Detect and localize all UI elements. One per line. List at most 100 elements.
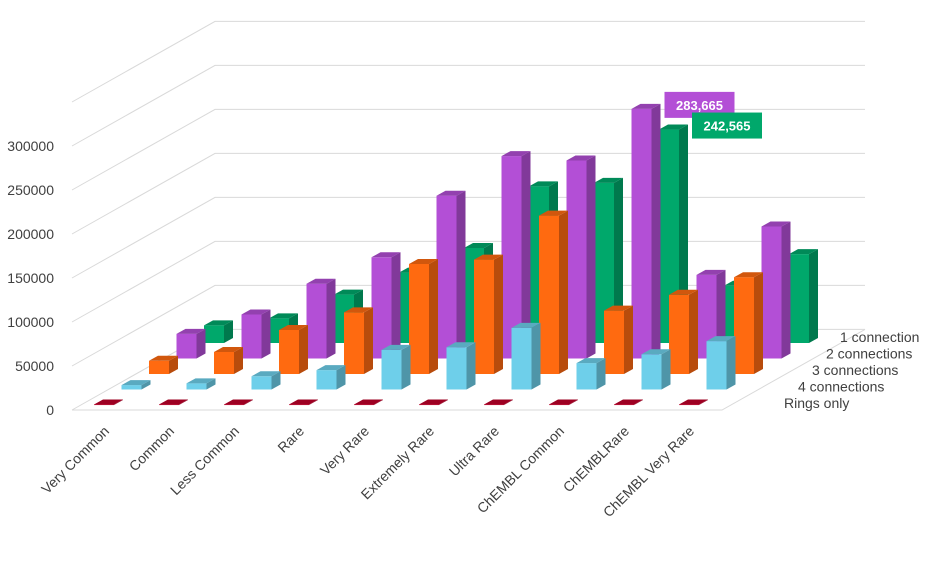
bar-top [334, 289, 363, 295]
bar-side [504, 399, 513, 405]
callout-label: 283,665 [676, 98, 723, 113]
bar-top [279, 325, 308, 330]
bar-side [169, 355, 178, 374]
bar-side [401, 344, 411, 390]
bar-4-connections-very-rare [381, 344, 411, 390]
bar-top [436, 190, 466, 196]
bar-side [754, 272, 763, 374]
gridline [71, 152, 865, 235]
bar-top [641, 349, 671, 355]
x-category-label: Less Common [167, 423, 242, 498]
bar-1-connection-very-common [204, 320, 233, 343]
bar-3-connections-chemblrare [669, 289, 698, 374]
bar-3-connections-chembl-common [604, 305, 633, 374]
bar-side [391, 252, 401, 359]
bar-top [289, 399, 318, 405]
bar-front [354, 404, 374, 406]
bar-side [326, 278, 336, 359]
bar-4-connections-common [186, 378, 216, 390]
bar-side [586, 155, 596, 359]
bar-top [659, 124, 688, 130]
bar-front [594, 182, 614, 343]
bar-side [456, 190, 466, 359]
bar-1-connection-chembl-very-rare [789, 249, 818, 343]
bar-rings-only-very-common [94, 399, 123, 406]
bar-4-connections-chembl-very-rare [706, 336, 736, 390]
bar-2-connections-ultra-rare [566, 155, 596, 359]
bar-top [679, 399, 708, 405]
bar-front [501, 156, 522, 359]
bar-top [511, 322, 541, 328]
bar-rings-only-chembl-common [549, 399, 578, 406]
callouts: 283,665 242,565 [664, 91, 762, 139]
gridline [71, 20, 865, 103]
bar-4-connections-less-common [251, 371, 281, 390]
bar-front [566, 160, 587, 359]
bar-front [631, 108, 652, 359]
bar-top [501, 151, 531, 157]
bar-top [186, 378, 216, 384]
bar-4-connections-extremely-rare [446, 342, 476, 390]
bar-front [279, 330, 299, 374]
bar-side [364, 307, 373, 374]
bar-front [289, 404, 309, 406]
bar-top [549, 399, 578, 405]
bar-top [631, 103, 661, 109]
bar-side [141, 380, 151, 390]
series-axis-label: 1 connection [840, 329, 919, 345]
x-category-label: Very Common [38, 423, 112, 497]
bar-front [409, 264, 429, 374]
x-category-label: Rare [274, 423, 307, 456]
bar-rings-only-rare [289, 399, 318, 406]
bar-top [204, 320, 233, 326]
bar-top [354, 399, 383, 405]
bar-1-connection-ultra-rare [594, 177, 623, 343]
series-axis-label: 2 connections [826, 346, 912, 362]
bar-side [809, 249, 818, 343]
bar-front [316, 370, 337, 390]
bar-top [241, 309, 271, 315]
bar-top [159, 399, 188, 405]
bar-side [679, 124, 688, 343]
bar-4-connections-chembl-common [576, 358, 606, 390]
series-axis-label: 4 connections [798, 379, 884, 395]
bar-front [159, 404, 179, 406]
bar-front [669, 294, 689, 374]
bar-side [439, 399, 448, 405]
bar-rings-only-chembl-very-rare [679, 399, 708, 406]
bar-side [429, 259, 438, 374]
callout-label: 242,565 [704, 119, 751, 134]
bar-3-connections-common [214, 347, 243, 374]
bar-rings-only-chemblrare [614, 399, 643, 406]
bar-front [344, 312, 364, 374]
bar-front [214, 352, 234, 374]
bar-front [371, 257, 392, 359]
series-axis-label: 3 connections [812, 362, 898, 378]
bar-side [374, 399, 383, 405]
bar-front [186, 383, 207, 390]
bar-front [436, 195, 457, 359]
bar-front [576, 363, 597, 390]
y-tick-label: 50000 [15, 358, 54, 374]
bar-4-connections-rare [316, 365, 346, 390]
series-axis-label: Rings only [784, 395, 849, 411]
bar-side [244, 399, 253, 405]
bar-side [261, 309, 271, 359]
bar-top [224, 399, 253, 405]
bar-top [789, 249, 818, 255]
bar-top [381, 344, 411, 350]
bar-top [761, 221, 791, 227]
bar-top [419, 399, 448, 405]
bar-side [531, 322, 541, 390]
y-tick-label: 150000 [7, 270, 54, 286]
bar-front [659, 129, 679, 343]
bar-side [309, 399, 318, 405]
bar-front [381, 349, 402, 390]
bars [94, 103, 818, 406]
bar-top [576, 358, 606, 364]
bar-2-connections-common [241, 309, 271, 359]
bar-front [706, 341, 727, 390]
x-category-label: Very Rare [317, 423, 372, 478]
bar-2-connections-extremely-rare [501, 151, 531, 359]
